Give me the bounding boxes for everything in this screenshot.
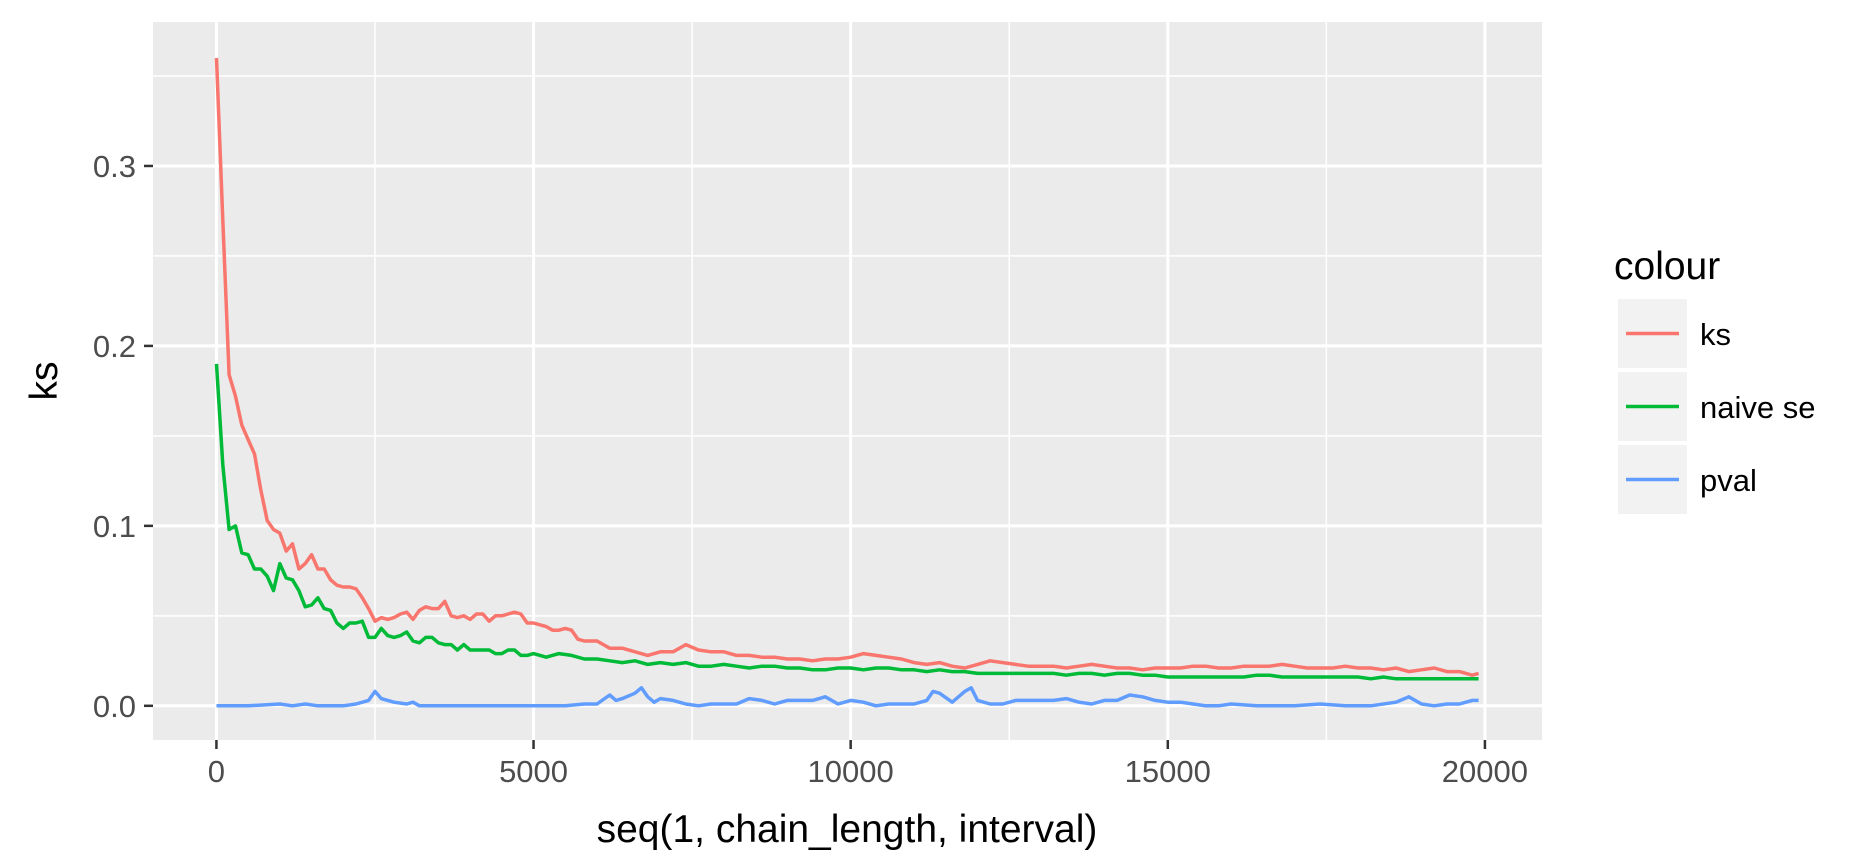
panel-background xyxy=(153,22,1542,740)
legend: colour ks naive se pval xyxy=(1614,245,1815,514)
series-lines xyxy=(214,57,1480,708)
legend-label-ks: ks xyxy=(1700,317,1731,352)
y-axis: 0.0 0.1 0.2 0.3 xyxy=(93,149,153,724)
legend-label-naive-se: naive se xyxy=(1700,390,1815,425)
minor-gridlines xyxy=(153,22,1542,740)
major-gridlines xyxy=(153,22,1542,740)
x-axis-title: seq(1, chain_length, interval) xyxy=(597,808,1098,851)
x-tick-label: 15000 xyxy=(1125,754,1211,789)
y-tick-label: 0.3 xyxy=(93,149,136,184)
series-line-ks xyxy=(214,57,1480,677)
y-tick-label: 0.1 xyxy=(93,509,136,544)
x-tick-label: 20000 xyxy=(1442,754,1528,789)
legend-title: colour xyxy=(1614,245,1720,288)
y-tick-label: 0.2 xyxy=(93,329,136,364)
x-tick-label: 10000 xyxy=(808,754,894,789)
series-line-naive-se xyxy=(214,363,1479,681)
plot-panel xyxy=(153,22,1542,740)
y-tick-label: 0.0 xyxy=(93,689,136,724)
x-tick-label: 0 xyxy=(208,754,225,789)
legend-items: ks naive se pval xyxy=(1618,299,1815,514)
y-axis-title: ks xyxy=(23,362,66,401)
x-tick-label: 5000 xyxy=(499,754,568,789)
series-line-pval xyxy=(216,686,1479,708)
legend-label-pval: pval xyxy=(1700,463,1757,498)
x-axis: 0 5000 10000 15000 20000 xyxy=(208,740,1528,789)
